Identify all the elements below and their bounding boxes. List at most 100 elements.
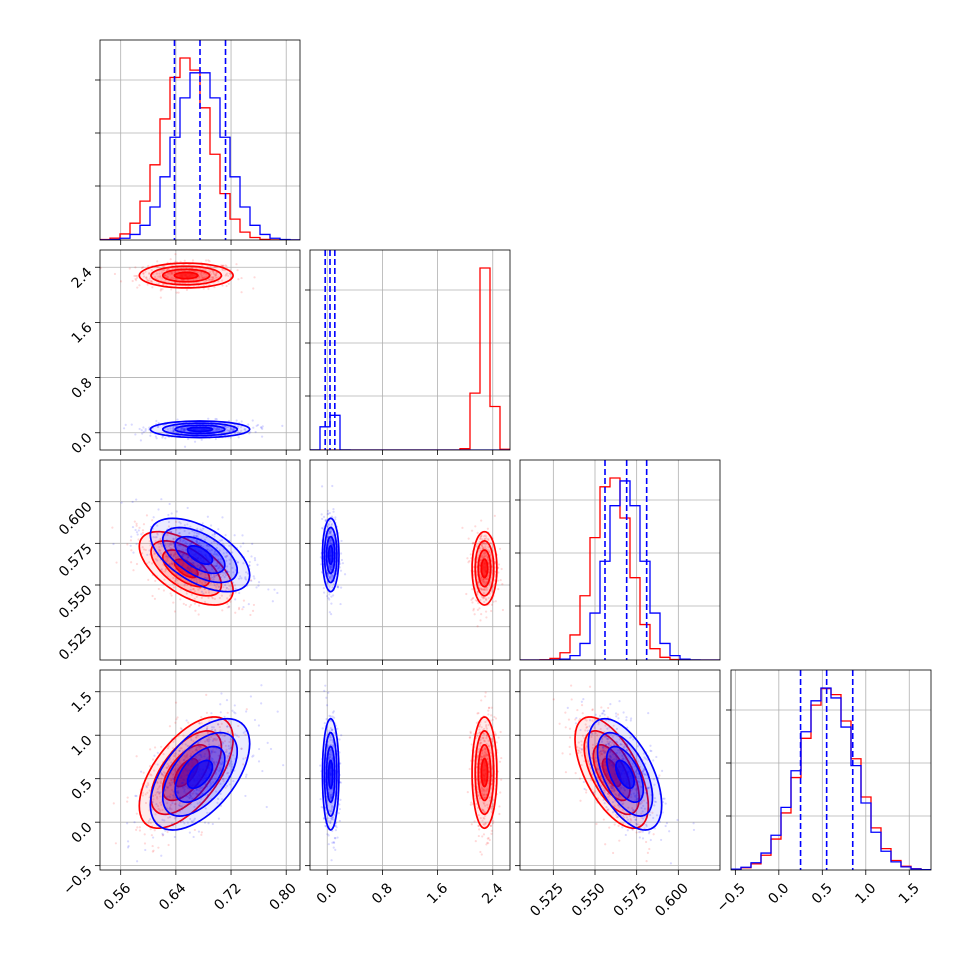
sample-point bbox=[222, 586, 225, 589]
sample-point bbox=[465, 592, 468, 596]
sample-point bbox=[154, 557, 158, 561]
sample-point bbox=[229, 738, 232, 741]
sample-point bbox=[336, 836, 339, 839]
sample-point bbox=[195, 788, 198, 791]
sample-point bbox=[490, 714, 493, 717]
sample-point bbox=[169, 427, 172, 430]
sample-point bbox=[142, 430, 145, 434]
sample-point bbox=[621, 757, 624, 760]
sample-point bbox=[151, 795, 154, 798]
sample-point bbox=[209, 784, 212, 788]
sample-point bbox=[327, 523, 331, 527]
sample-point bbox=[148, 277, 151, 280]
sample-point bbox=[176, 791, 180, 795]
sample-point bbox=[606, 792, 610, 795]
sample-point bbox=[225, 586, 228, 589]
sample-point bbox=[182, 781, 185, 784]
sample-point bbox=[228, 577, 232, 580]
sample-point bbox=[204, 268, 207, 271]
sample-point bbox=[179, 820, 182, 823]
sample-point bbox=[332, 534, 335, 537]
sample-point bbox=[152, 798, 155, 801]
sample-point bbox=[182, 734, 185, 737]
sample-point bbox=[485, 581, 488, 584]
sample-point bbox=[225, 555, 228, 558]
sample-point bbox=[185, 545, 188, 548]
sample-point bbox=[240, 420, 243, 423]
sample-point bbox=[206, 794, 210, 797]
sample-point bbox=[330, 566, 333, 569]
sample-point bbox=[219, 573, 222, 576]
sample-point bbox=[205, 796, 209, 799]
sample-point bbox=[199, 544, 202, 547]
sample-point bbox=[491, 822, 495, 825]
sample-point bbox=[484, 577, 488, 580]
sample-point bbox=[244, 577, 247, 580]
sample-point bbox=[173, 769, 176, 772]
sample-point bbox=[202, 287, 205, 290]
sample-point bbox=[205, 738, 209, 741]
sample-point bbox=[234, 611, 237, 614]
sample-point bbox=[199, 544, 203, 548]
sample-point bbox=[612, 788, 616, 791]
sample-point bbox=[250, 555, 253, 558]
sample-point bbox=[224, 744, 227, 747]
sample-point bbox=[172, 758, 175, 761]
sample-point bbox=[468, 736, 471, 739]
sample-point bbox=[223, 572, 226, 575]
sample-point bbox=[214, 565, 218, 568]
sample-point bbox=[172, 537, 175, 540]
sample-point bbox=[329, 566, 332, 569]
sample-point bbox=[188, 769, 191, 772]
sample-point bbox=[224, 574, 228, 577]
panel-content bbox=[319, 684, 503, 862]
sample-point bbox=[215, 573, 218, 577]
sample-point bbox=[328, 531, 332, 534]
sample-point bbox=[184, 757, 187, 760]
sample-point bbox=[151, 844, 154, 848]
sample-point bbox=[223, 734, 226, 737]
sample-point bbox=[146, 553, 149, 556]
sample-point bbox=[498, 760, 502, 763]
sample-point bbox=[596, 797, 600, 800]
sample-point bbox=[336, 727, 339, 730]
sample-point bbox=[127, 844, 130, 848]
sample-point bbox=[472, 596, 475, 600]
sample-point bbox=[329, 564, 332, 567]
sample-point bbox=[207, 259, 210, 262]
sample-point bbox=[208, 755, 211, 758]
sample-point bbox=[602, 750, 605, 753]
sample-point bbox=[157, 792, 161, 795]
sample-point bbox=[190, 269, 193, 273]
sample-point bbox=[483, 790, 486, 793]
sample-point bbox=[168, 272, 171, 275]
sample-point bbox=[146, 782, 150, 785]
sample-point bbox=[218, 561, 221, 564]
sample-point bbox=[340, 552, 343, 555]
sample-point bbox=[207, 544, 210, 547]
sample-point bbox=[216, 564, 219, 567]
sample-point bbox=[480, 587, 483, 591]
sample-point bbox=[197, 734, 200, 737]
contour-level-0 bbox=[327, 544, 334, 566]
sample-point bbox=[176, 541, 179, 545]
sample-point bbox=[479, 744, 482, 747]
sample-point bbox=[483, 788, 486, 791]
sample-point bbox=[323, 817, 326, 820]
sample-point bbox=[224, 571, 227, 574]
sample-point bbox=[581, 734, 584, 737]
sample-point bbox=[217, 817, 221, 820]
sample-point bbox=[164, 437, 167, 440]
sample-point bbox=[218, 770, 221, 773]
sample-point bbox=[209, 780, 212, 784]
sample-point bbox=[190, 820, 193, 823]
sample-point bbox=[483, 588, 486, 591]
sample-point bbox=[484, 748, 487, 751]
sample-point bbox=[180, 427, 183, 431]
sample-point bbox=[171, 272, 174, 275]
panel-frame bbox=[309, 459, 511, 661]
sample-point bbox=[193, 440, 197, 443]
sample-point bbox=[169, 273, 172, 276]
sample-point bbox=[180, 805, 183, 808]
sample-point bbox=[225, 772, 229, 775]
